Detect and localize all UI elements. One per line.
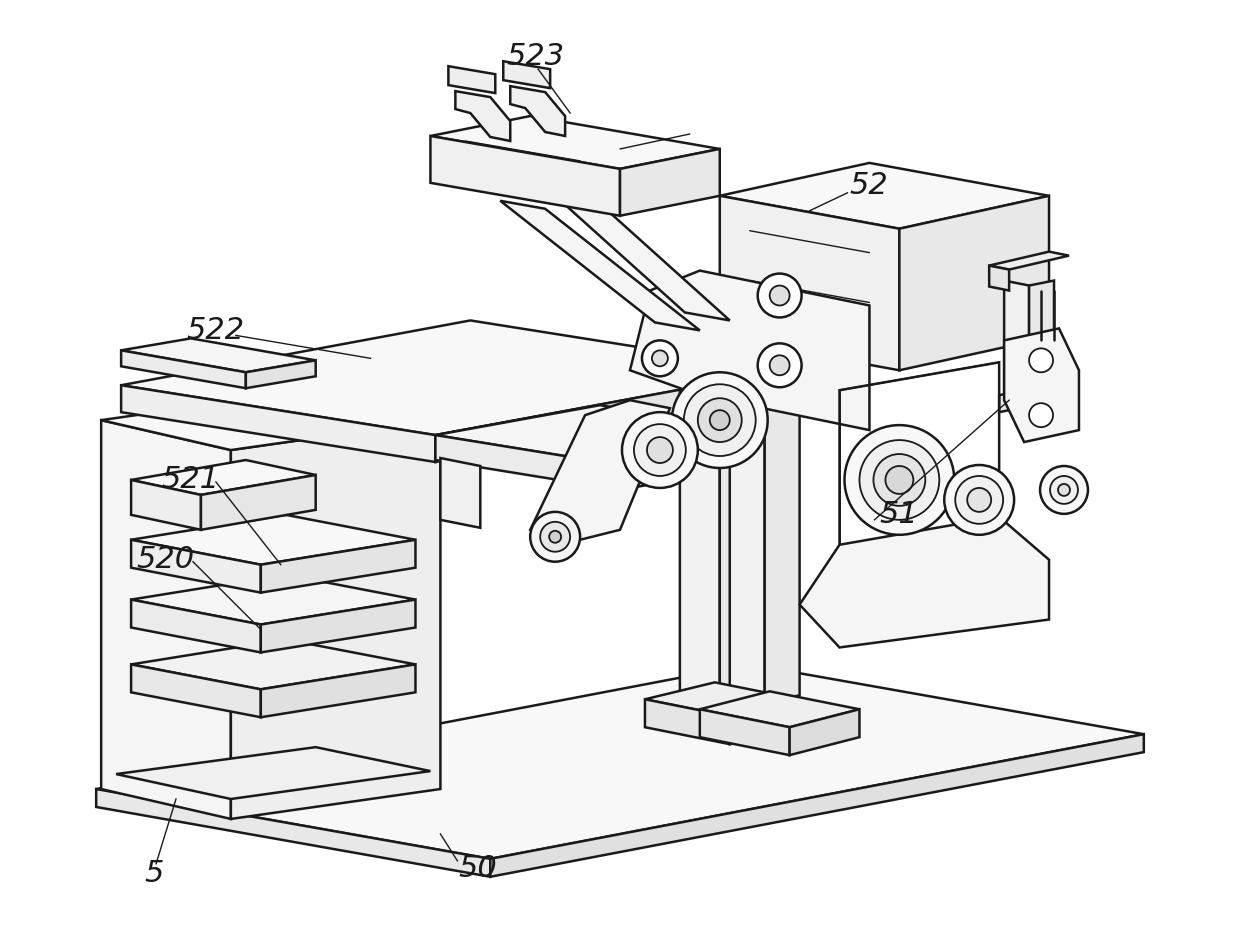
Circle shape xyxy=(531,512,580,562)
Circle shape xyxy=(549,531,562,543)
Polygon shape xyxy=(430,116,719,169)
Circle shape xyxy=(770,355,790,376)
Polygon shape xyxy=(260,664,415,717)
Polygon shape xyxy=(620,149,719,216)
Polygon shape xyxy=(97,664,1143,858)
Text: 522: 522 xyxy=(186,316,244,345)
Polygon shape xyxy=(999,383,1059,412)
Polygon shape xyxy=(1004,328,1079,442)
Text: 52: 52 xyxy=(849,171,888,200)
Polygon shape xyxy=(645,683,800,716)
Polygon shape xyxy=(260,539,415,592)
Polygon shape xyxy=(503,61,551,88)
Polygon shape xyxy=(440,458,480,528)
Polygon shape xyxy=(620,435,785,490)
Circle shape xyxy=(873,454,925,506)
Polygon shape xyxy=(719,163,1049,229)
Polygon shape xyxy=(117,747,430,799)
Circle shape xyxy=(622,412,698,488)
Polygon shape xyxy=(719,391,760,710)
Circle shape xyxy=(758,273,801,317)
Polygon shape xyxy=(730,699,800,744)
Polygon shape xyxy=(122,321,785,435)
Circle shape xyxy=(541,522,570,551)
Text: 523: 523 xyxy=(506,42,564,71)
Polygon shape xyxy=(680,383,760,397)
Circle shape xyxy=(698,398,742,442)
Polygon shape xyxy=(449,66,495,93)
Polygon shape xyxy=(435,435,620,490)
Circle shape xyxy=(634,424,686,476)
Polygon shape xyxy=(131,480,201,530)
Polygon shape xyxy=(630,271,869,430)
Circle shape xyxy=(859,440,939,520)
Polygon shape xyxy=(131,539,260,592)
Circle shape xyxy=(672,372,768,468)
Polygon shape xyxy=(531,400,670,545)
Circle shape xyxy=(1029,349,1053,372)
Circle shape xyxy=(770,286,790,305)
Polygon shape xyxy=(131,664,260,717)
Polygon shape xyxy=(260,600,415,653)
Polygon shape xyxy=(246,360,316,388)
Polygon shape xyxy=(990,266,1009,290)
Polygon shape xyxy=(455,91,510,141)
Polygon shape xyxy=(102,391,440,450)
Polygon shape xyxy=(990,252,1069,270)
Polygon shape xyxy=(680,391,719,710)
Circle shape xyxy=(683,384,755,456)
Circle shape xyxy=(1058,484,1070,496)
Polygon shape xyxy=(500,201,699,330)
Circle shape xyxy=(1050,476,1078,504)
Polygon shape xyxy=(430,136,620,216)
Polygon shape xyxy=(765,383,800,702)
Circle shape xyxy=(844,425,955,535)
Polygon shape xyxy=(231,420,440,819)
Polygon shape xyxy=(490,734,1143,877)
Polygon shape xyxy=(510,86,565,136)
Polygon shape xyxy=(435,370,785,462)
Polygon shape xyxy=(102,420,231,819)
Circle shape xyxy=(709,410,730,430)
Circle shape xyxy=(955,476,1003,524)
Text: 50: 50 xyxy=(459,855,497,884)
Circle shape xyxy=(1040,466,1087,514)
Polygon shape xyxy=(899,196,1049,370)
Polygon shape xyxy=(131,640,415,689)
Text: 520: 520 xyxy=(136,545,195,574)
Circle shape xyxy=(642,340,678,377)
Polygon shape xyxy=(97,789,490,877)
Polygon shape xyxy=(645,699,730,744)
Polygon shape xyxy=(719,196,899,370)
Polygon shape xyxy=(122,385,435,462)
Polygon shape xyxy=(800,517,1049,647)
Circle shape xyxy=(885,466,914,494)
Polygon shape xyxy=(131,600,260,653)
Circle shape xyxy=(758,343,801,387)
Polygon shape xyxy=(730,377,800,391)
Polygon shape xyxy=(730,383,765,702)
Polygon shape xyxy=(201,475,316,530)
Circle shape xyxy=(647,437,673,463)
Polygon shape xyxy=(1029,281,1054,410)
Polygon shape xyxy=(131,515,415,565)
Polygon shape xyxy=(131,575,415,625)
Polygon shape xyxy=(122,351,246,388)
Circle shape xyxy=(945,465,1014,535)
Polygon shape xyxy=(580,438,620,508)
Polygon shape xyxy=(131,460,316,495)
Polygon shape xyxy=(556,196,730,321)
Text: 521: 521 xyxy=(161,465,219,495)
Text: 5: 5 xyxy=(144,859,164,888)
Polygon shape xyxy=(122,339,316,372)
Text: 51: 51 xyxy=(879,500,918,529)
Polygon shape xyxy=(1004,281,1029,410)
Polygon shape xyxy=(790,710,859,755)
Circle shape xyxy=(967,488,991,512)
Circle shape xyxy=(652,351,668,366)
Circle shape xyxy=(1029,404,1053,427)
Polygon shape xyxy=(699,691,859,727)
Polygon shape xyxy=(699,710,790,755)
Polygon shape xyxy=(435,405,785,465)
